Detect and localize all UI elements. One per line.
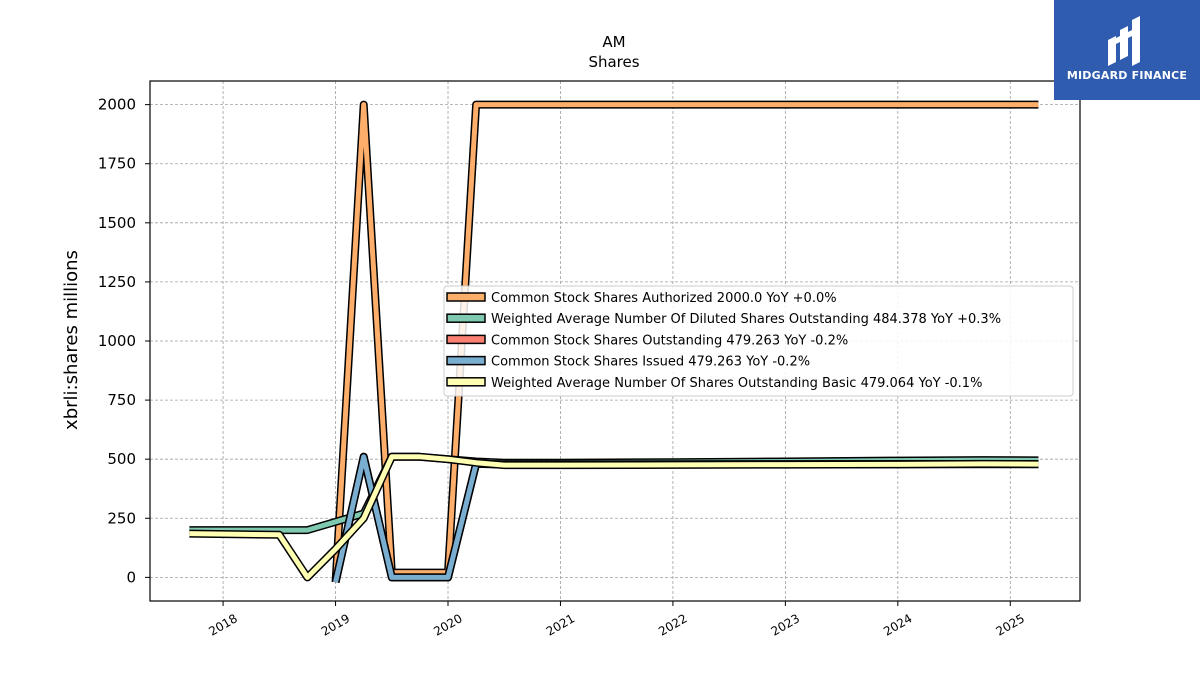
legend-label: Common Stock Shares Outstanding 479.263 …	[491, 333, 848, 348]
series-line-outline	[331, 452, 1039, 583]
chart-subtitle: Shares	[588, 53, 639, 71]
x-tick-label: 2021	[544, 611, 577, 638]
x-tick-label: 2023	[769, 611, 802, 638]
x-tick-label: 2024	[881, 611, 914, 638]
series-lines	[189, 100, 1039, 583]
y-tick-label: 250	[107, 509, 136, 527]
series-line-fill	[189, 454, 1039, 580]
y-tick-label: 2000	[98, 96, 136, 114]
legend-label: Weighted Average Number Of Diluted Share…	[491, 312, 1001, 327]
y-tick-label: 1500	[98, 214, 136, 232]
legend-box	[443, 285, 1074, 397]
legend-entry: Common Stock Shares Outstanding 479.263 …	[446, 333, 848, 348]
legend-swatch	[446, 377, 486, 387]
y-axis-label: xbrli:shares millions	[61, 250, 82, 430]
series-line	[331, 452, 1039, 583]
series-line-outline	[189, 452, 1039, 582]
x-tick-label: 2022	[656, 611, 689, 638]
series-line	[189, 452, 1039, 582]
y-tick-label: 0	[126, 568, 136, 586]
y-tick-label: 1750	[98, 155, 136, 173]
y-tick-label: 1000	[98, 332, 136, 350]
x-axis: 2018 2019 2020 2021 2022 2023 2024 2025	[206, 601, 1027, 639]
y-tick-label: 750	[107, 391, 136, 409]
series-line-fill	[333, 102, 1039, 583]
legend-swatch	[446, 292, 486, 302]
x-tick-label: 2019	[319, 611, 352, 638]
legend-label: Common Stock Shares Authorized 2000.0 Yo…	[491, 291, 837, 306]
legend-swatch	[446, 313, 486, 323]
legend-entry: Common Stock Shares Issued 479.263 YoY -…	[446, 355, 810, 370]
logo-mark-icon	[1108, 16, 1140, 66]
series-line-outline	[331, 452, 1039, 583]
x-tick-label: 2020	[431, 611, 464, 638]
series-line-fill	[333, 454, 1039, 583]
series-line	[331, 100, 1039, 583]
chart-title: AM	[602, 33, 625, 51]
x-tick-label: 2025	[994, 611, 1027, 638]
logo-text: MIDGARD FINANCE	[1066, 69, 1188, 82]
legend-swatch	[446, 334, 486, 345]
legend-label: Weighted Average Number Of Shares Outsta…	[491, 376, 982, 391]
y-tick-label: 500	[107, 450, 136, 468]
series-line	[331, 452, 1039, 583]
y-axis: 0 250 500 750 1000 1250 1500 1750 2000	[98, 96, 150, 586]
chart-legend: Common Stock Shares Authorized 2000.0 Yo…	[443, 285, 1074, 397]
y-tick-label: 1250	[98, 273, 136, 291]
legend-entry: Common Stock Shares Authorized 2000.0 Yo…	[446, 291, 837, 306]
x-tick-label: 2018	[206, 611, 239, 638]
legend-label: Common Stock Shares Issued 479.263 YoY -…	[491, 355, 810, 370]
legend-swatch	[446, 355, 486, 366]
legend-entry: Weighted Average Number Of Diluted Share…	[446, 312, 1001, 327]
legend-entry: Weighted Average Number Of Shares Outsta…	[446, 376, 982, 391]
midgard-finance-logo: MIDGARD FINANCE	[1054, 0, 1200, 100]
series-line-fill	[333, 454, 1039, 583]
